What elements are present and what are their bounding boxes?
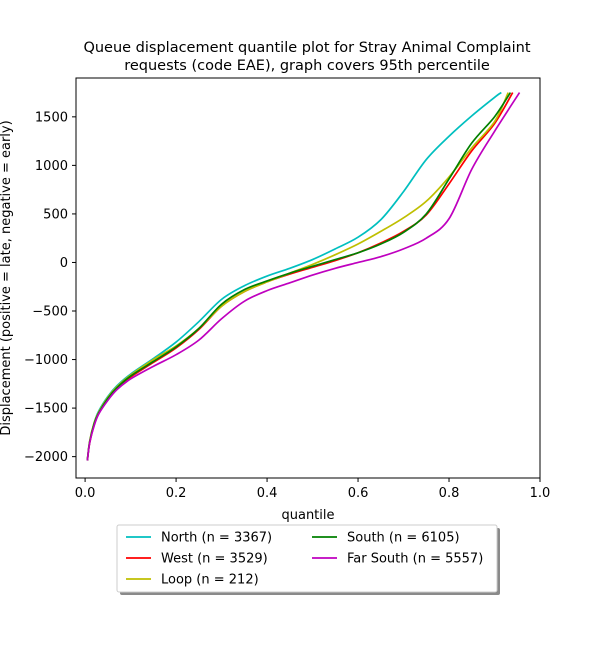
series-line-south xyxy=(86,92,512,461)
y-tick-label: −500 xyxy=(32,305,68,320)
y-tick-label: −1000 xyxy=(24,353,68,368)
legend-label-far-south: Far South (n = 5557) xyxy=(347,552,483,567)
y-tick-label: 1500 xyxy=(35,110,68,125)
x-tick-label: 0.0 xyxy=(75,486,96,501)
y-axis-label: Displacement (positive = late, negative … xyxy=(0,120,14,435)
y-tick-label: 1000 xyxy=(35,159,68,174)
series-line-west xyxy=(86,92,514,461)
plot-frame xyxy=(75,77,541,479)
legend-label-west: West (n = 3529) xyxy=(161,552,268,567)
x-axis: 0.0 0.2 0.4 0.6 0.8 1.0 xyxy=(75,478,551,501)
y-axis: −2000 −1500 −1000 −500 0 500 1000 1500 xyxy=(24,110,76,465)
x-tick-label: 0.2 xyxy=(166,486,187,501)
y-tick-label: −2000 xyxy=(24,450,68,465)
legend-box xyxy=(116,524,498,593)
y-tick-label: 0 xyxy=(60,256,68,271)
x-tick-label: 0.8 xyxy=(439,486,460,501)
legend-label-south: South (n = 6105) xyxy=(347,531,460,546)
x-tick-label: 1.0 xyxy=(530,486,551,501)
y-tick-label: −1500 xyxy=(24,402,68,417)
series-line-north xyxy=(86,91,502,461)
series-lines xyxy=(86,91,521,461)
legend-label-north: North (n = 3367) xyxy=(161,531,272,546)
chart-title-line-2: requests (code EAE), graph covers 95th p… xyxy=(124,58,490,74)
chart-title-line-1: Queue displacement quantile plot for Str… xyxy=(83,40,530,56)
x-axis-label: quantile xyxy=(281,508,334,523)
x-tick-label: 0.4 xyxy=(257,486,278,501)
series-line-loop xyxy=(86,92,509,461)
y-tick-label: 500 xyxy=(43,207,68,222)
x-tick-label: 0.6 xyxy=(348,486,369,501)
legend: North (n = 3367) West (n = 3529) Loop (n =… xyxy=(116,524,500,595)
legend-label-loop: Loop (n = 212) xyxy=(161,573,259,588)
series-line-far-south xyxy=(86,92,521,461)
